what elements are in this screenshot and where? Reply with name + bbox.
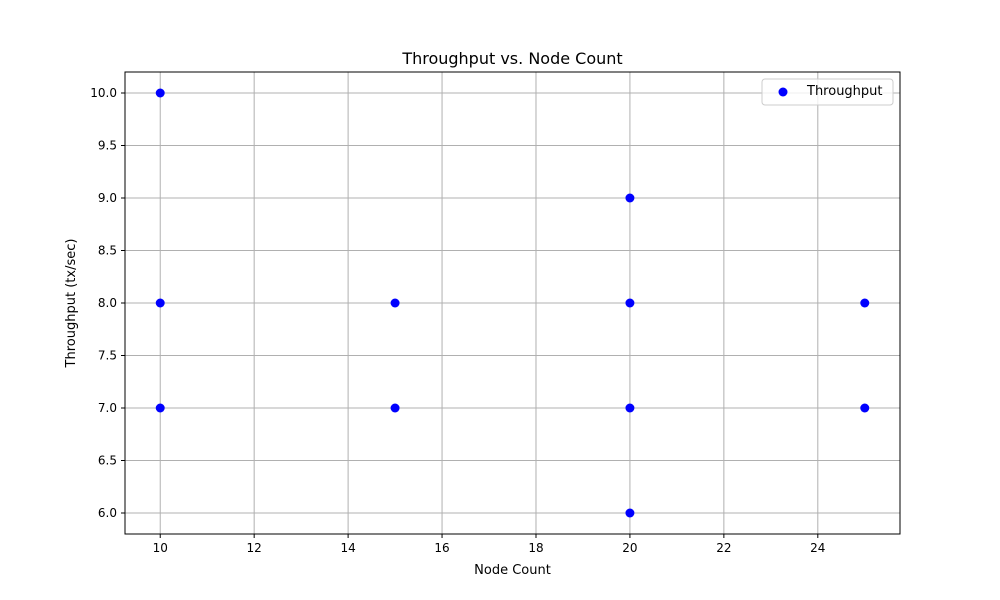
grid	[125, 72, 900, 534]
data-point	[155, 298, 165, 308]
y-tick-label: 8.0	[98, 296, 117, 310]
x-tick-label: 10	[153, 541, 168, 555]
legend-box	[761, 78, 894, 106]
y-tick-label: 8.5	[98, 244, 117, 258]
y-axis-ticks: 6.0 6.5 7.0 7.5 8.0 8.5 9.0 9.5 10.0	[90, 86, 125, 520]
x-tick-label: 22	[716, 541, 731, 555]
y-tick-label: 7.5	[98, 349, 117, 363]
data-point	[390, 403, 400, 413]
x-axis-ticks: 10 12 14 16 18 20 22 24	[153, 534, 825, 555]
data-point	[155, 403, 165, 413]
x-axis-label: Node Count	[474, 563, 551, 578]
x-tick-label: 12	[247, 541, 262, 555]
data-point	[625, 193, 635, 203]
y-tick-label: 6.5	[98, 454, 117, 468]
data-point	[625, 298, 635, 308]
y-tick-label: 9.5	[98, 139, 117, 153]
x-tick-label: 24	[810, 541, 825, 555]
data-point	[625, 403, 635, 413]
data-point	[860, 403, 870, 413]
x-tick-label: 14	[340, 541, 355, 555]
chart-title: Throughput vs. Node Count	[401, 49, 622, 68]
data-point	[625, 508, 635, 518]
data-point	[155, 88, 165, 98]
x-tick-label: 18	[528, 541, 543, 555]
x-tick-label: 20	[622, 541, 637, 555]
legend-label: Throughput	[806, 84, 883, 99]
y-tick-label: 10.0	[90, 86, 117, 100]
legend-marker	[778, 87, 788, 97]
legend: Throughput	[761, 78, 894, 106]
y-tick-label: 7.0	[98, 401, 117, 415]
y-tick-label: 9.0	[98, 191, 117, 205]
data-point	[390, 298, 400, 308]
y-tick-label: 6.0	[98, 506, 117, 520]
y-axis-label: Throughput (tx/sec)	[64, 239, 79, 369]
data-point	[860, 298, 870, 308]
x-tick-label: 16	[434, 541, 449, 555]
data-points	[155, 88, 870, 518]
